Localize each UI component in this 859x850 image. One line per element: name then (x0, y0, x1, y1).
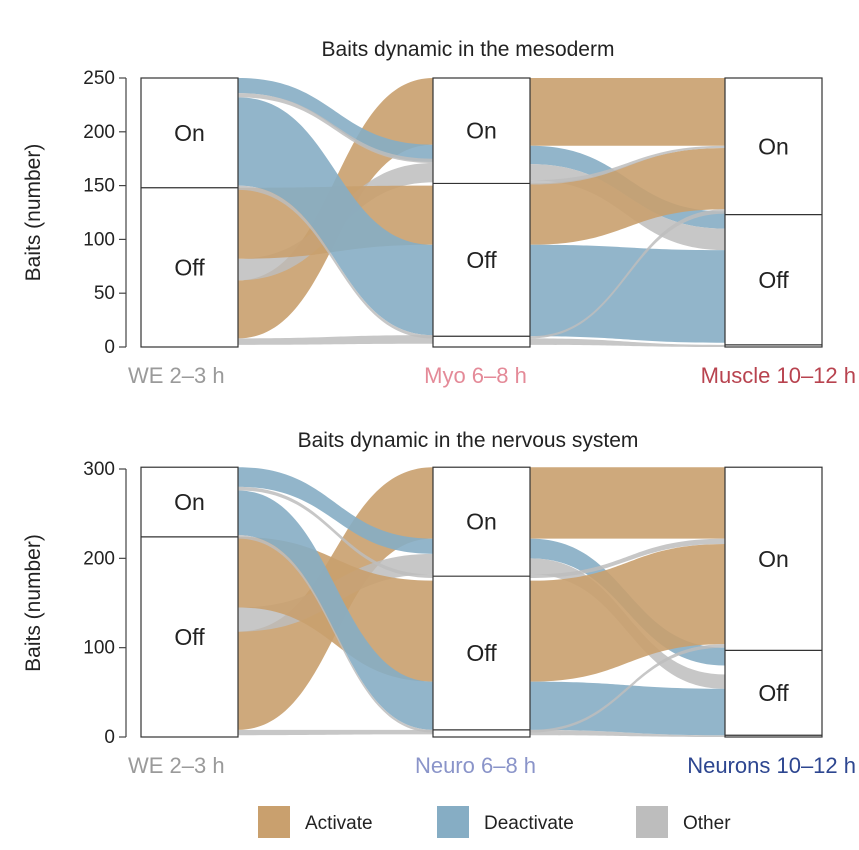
node-label-on: On (466, 509, 497, 535)
flow-band-deactivate (238, 467, 433, 554)
node-label-on: On (174, 120, 205, 146)
node-label-off: Off (466, 640, 497, 666)
legend-label-activate: Activate (305, 813, 373, 834)
y-tick-label: 50 (94, 283, 115, 304)
node-box (140, 77, 239, 348)
y-tick-label: 0 (104, 337, 115, 358)
flow-band-other (530, 209, 725, 339)
legend: Activate Deactivate Other (258, 806, 731, 838)
y-tick-label: 0 (104, 727, 115, 748)
flow-band-deactivate (530, 244, 725, 343)
stage-column-1: Off On Neuro 6–8 h (415, 466, 536, 778)
y-tick-label: 300 (83, 459, 115, 480)
stage-column-1: Off On Myo 6–8 h (424, 77, 531, 388)
flow-band-activate (530, 544, 725, 682)
stage-label: WE 2–3 h (128, 363, 225, 388)
flow-band-other (238, 535, 433, 733)
legend-label-deactivate: Deactivate (484, 813, 574, 834)
stage-column-0: Off On WE 2–3 h (128, 77, 239, 388)
legend-swatch-other (636, 806, 668, 838)
flow-band-other (238, 729, 433, 736)
flow-band-other (238, 335, 433, 345)
y-tick-label: 100 (83, 229, 115, 250)
y-tick-label: 100 (83, 638, 115, 659)
chart-panel-0: Baits dynamic in the mesoderm 0 50 100 150 20… (22, 38, 856, 388)
y-tick-label: 200 (83, 122, 115, 143)
legend-swatch-activate (258, 806, 290, 838)
flow-band-other (238, 486, 433, 578)
node-label-on: On (174, 489, 205, 515)
flow-band-deactivate (238, 78, 433, 162)
y-axis-label: Baits (number) (22, 144, 45, 282)
legend-swatch-deactivate (437, 806, 469, 838)
flow-band-deactivate (238, 490, 433, 730)
flow-band-other (530, 729, 725, 737)
flow-band-other (530, 145, 725, 185)
chart-title: Baits dynamic in the nervous system (298, 429, 639, 452)
y-tick-label: 250 (83, 68, 115, 89)
node-label-off: Off (758, 680, 789, 706)
flow-band-other (238, 185, 433, 339)
flow-band-activate (530, 78, 725, 146)
stage-label: Myo 6–8 h (424, 363, 527, 388)
flows (238, 78, 725, 347)
legend-label-other: Other (683, 813, 731, 834)
node-label-on: On (758, 133, 789, 159)
flow-band-activate (530, 467, 725, 539)
y-tick-label: 150 (83, 176, 115, 197)
stage-label: Neuro 6–8 h (415, 753, 536, 778)
stage-column-2: Off On Muscle 10–12 h (701, 77, 856, 388)
flow-band-other (238, 93, 433, 164)
flow-band-deactivate (238, 97, 433, 336)
node-box (724, 466, 823, 738)
stage-column-2: Off On Neurons 10–12 h (687, 466, 856, 778)
flow-band-other (530, 538, 725, 578)
flow-band-other (530, 644, 725, 733)
flow-band-activate (530, 147, 725, 245)
node-label-off: Off (174, 624, 205, 650)
chart-panel-1: Baits dynamic in the nervous system 0 100 2… (22, 429, 856, 778)
node-box (724, 77, 823, 348)
chart-title: Baits dynamic in the mesoderm (322, 38, 615, 61)
flow-band-other (530, 338, 725, 347)
node-label-off: Off (758, 267, 789, 293)
node-box (140, 466, 239, 738)
stage-column-0: Off On WE 2–3 h (128, 466, 239, 778)
node-label-off: Off (174, 254, 205, 280)
stage-label: Muscle 10–12 h (701, 363, 856, 388)
node-label-off: Off (466, 247, 497, 273)
node-label-on: On (466, 118, 497, 144)
node-box (432, 77, 531, 348)
y-axis-label: Baits (number) (22, 534, 45, 672)
y-tick-label: 200 (83, 548, 115, 569)
stage-label: Neurons 10–12 h (687, 753, 856, 778)
node-label-on: On (758, 546, 789, 572)
flows (238, 467, 725, 737)
stage-label: WE 2–3 h (128, 753, 225, 778)
node-box (432, 466, 531, 738)
